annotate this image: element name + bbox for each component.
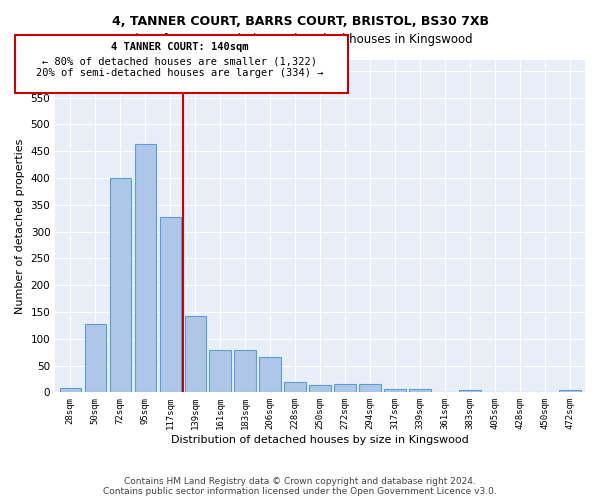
- Bar: [359, 384, 380, 392]
- Bar: [235, 350, 256, 393]
- Bar: [334, 384, 356, 392]
- Bar: [134, 144, 156, 392]
- Bar: [259, 358, 281, 392]
- Bar: [284, 382, 306, 392]
- X-axis label: Distribution of detached houses by size in Kingswood: Distribution of detached houses by size …: [171, 435, 469, 445]
- Text: 4 TANNER COURT: 140sqm: 4 TANNER COURT: 140sqm: [111, 42, 249, 52]
- Bar: [160, 216, 181, 392]
- Text: 4, TANNER COURT, BARRS COURT, BRISTOL, BS30 7XB: 4, TANNER COURT, BARRS COURT, BRISTOL, B…: [112, 15, 488, 28]
- Bar: [385, 388, 406, 392]
- Bar: [59, 388, 81, 392]
- Text: Size of property relative to detached houses in Kingswood: Size of property relative to detached ho…: [128, 32, 472, 46]
- Text: Contains public sector information licensed under the Open Government Licence v3: Contains public sector information licen…: [103, 488, 497, 496]
- Bar: [310, 386, 331, 392]
- Bar: [85, 324, 106, 392]
- Text: ← 80% of detached houses are smaller (1,322): ← 80% of detached houses are smaller (1,…: [43, 56, 317, 66]
- Y-axis label: Number of detached properties: Number of detached properties: [15, 138, 25, 314]
- Bar: [185, 316, 206, 392]
- Bar: [559, 390, 581, 392]
- Text: Contains HM Land Registry data © Crown copyright and database right 2024.: Contains HM Land Registry data © Crown c…: [124, 478, 476, 486]
- Text: 20% of semi-detached houses are larger (334) →: 20% of semi-detached houses are larger (…: [36, 68, 324, 78]
- Bar: [460, 390, 481, 392]
- Bar: [209, 350, 231, 393]
- Bar: [409, 388, 431, 392]
- Bar: [110, 178, 131, 392]
